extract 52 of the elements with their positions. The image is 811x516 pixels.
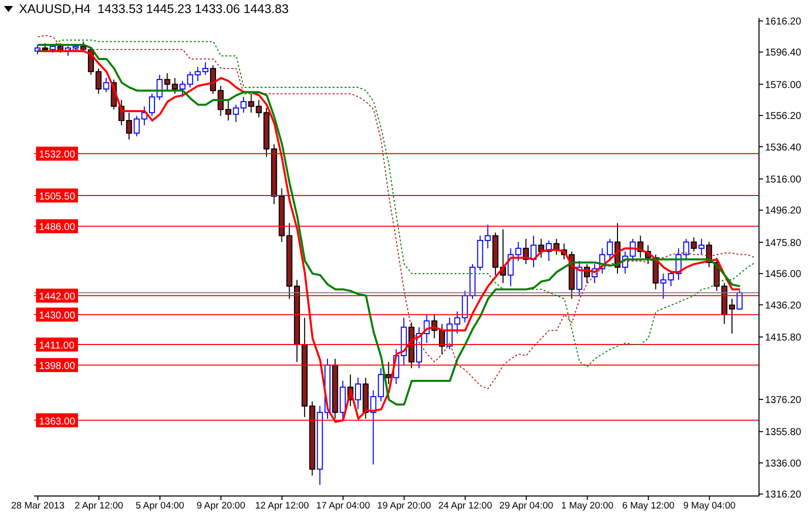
ref-line-label: 1411.00 [39,340,75,352]
candlestick [386,361,392,384]
ref-line-label: 1442.00 [39,292,76,303]
x-tick-label: 2 Apr 12:00 [74,500,124,512]
y-tick-label: 1316.20 [765,490,802,501]
ref-line-label: 1505.50 [39,191,76,202]
candlestick [355,377,362,410]
x-tick-label: 5 Apr 04:00 [136,500,184,512]
y-tick-label: 1336.00 [765,458,802,470]
candlestick [538,238,544,258]
ref-line-label: 1363.00 [39,416,76,428]
x-tick-label: 29 Apr 04:00 [499,500,554,512]
y-tick-label: 1475.80 [765,238,802,249]
x-tick-label: 28 Mar 2013 [11,500,64,512]
y-tick-label: 1355.80 [765,427,802,438]
ref-line-label: 1398.00 [39,361,76,372]
x-tick-label: 1 May 20:00 [561,500,614,512]
y-tick-label: 1376.20 [765,395,802,406]
y-tick-label: 1456.00 [765,269,802,280]
x-tick-label: 19 Apr 20:00 [377,500,432,512]
y-tick-label: 1536.40 [765,142,802,154]
candlestick [172,77,178,94]
x-tick-label: 6 May 12:00 [622,500,674,512]
y-tick-label: 1596.40 [765,48,802,59]
chart-title: XAUUSD,H4 1433.53 1445.23 1433.06 1443.83 [19,2,289,16]
candlestick [225,100,232,122]
y-tick-label: 1415.80 [765,332,802,344]
y-tick-label: 1616.20 [765,16,802,28]
candlestick [515,242,522,262]
x-tick-label: 9 May 04:00 [683,500,736,512]
y-tick-label: 1436.20 [765,300,802,312]
candlestick [248,93,254,114]
candlestick [698,238,704,256]
ref-line-label: 1486.00 [39,222,76,234]
candlestick [484,224,491,249]
x-tick-label: 24 Apr 12:00 [438,500,492,512]
x-tick-label: 12 Apr 12:00 [255,500,309,512]
candlestick [606,238,613,262]
ref-line-label: 1430.00 [39,310,76,322]
y-tick-label: 1516.00 [765,174,802,186]
candlestick [690,236,697,252]
candlestick [134,115,140,137]
y-tick-label: 1496.20 [765,206,802,217]
ref-line-label: 1532.00 [39,150,76,161]
y-tick-label: 1556.20 [765,111,802,122]
candlestick [576,260,582,296]
x-tick-label: 17 Apr 04:00 [316,500,370,512]
candlestick [164,72,170,92]
y-tick-label: 1576.00 [765,80,802,91]
candlestick [103,77,110,93]
candlestick [462,290,468,323]
x-tick-label: 9 Apr 20:00 [196,500,246,512]
